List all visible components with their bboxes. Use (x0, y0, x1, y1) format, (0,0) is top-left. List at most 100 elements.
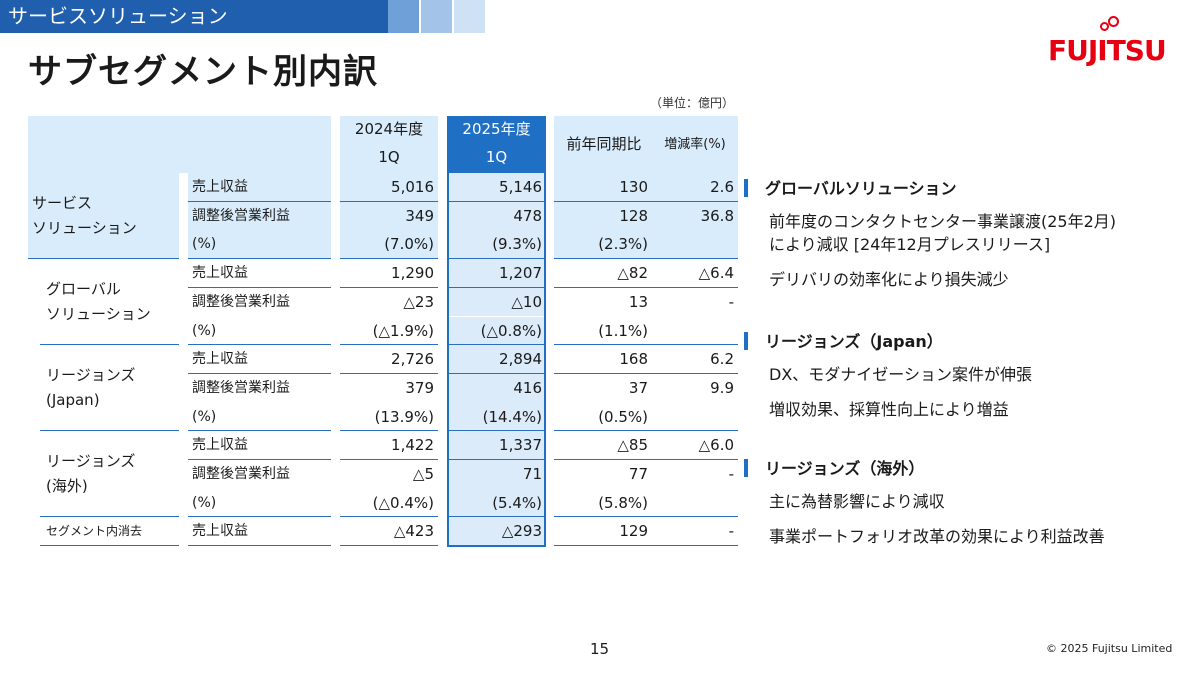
value-rate: - (652, 517, 738, 547)
value-2025: (14.4%) (447, 402, 546, 432)
group-label-cell: サービスソリューション (28, 173, 179, 260)
value-2024: 5,016 (340, 173, 438, 202)
value-2024: 379 (405, 378, 434, 397)
row-label: 売上収益 (188, 431, 331, 460)
header-2024-cell: 2024年度 1Q (340, 116, 438, 173)
value-rate: 36.8 (652, 201, 738, 231)
header-2024-line2: 1Q (378, 148, 400, 166)
group-name-line2: (海外) (46, 477, 88, 496)
note-heading-marker (744, 179, 748, 197)
header-2024-line1: 2024年度 (354, 120, 424, 138)
group-name-line2: ソリューション (32, 219, 137, 238)
note-heading: リージョンズ（Japan） (744, 328, 943, 352)
header-2025-line2: 1Q (485, 148, 508, 166)
value-yoy: (1.1%) (554, 317, 652, 346)
group-name-line1: サービス (32, 194, 93, 213)
header-2025-cell: 2025年度 1Q (447, 116, 546, 173)
header-rate: 増減率(%) (664, 137, 726, 152)
value-2024: △23 (403, 292, 434, 311)
fujitsu-logo: FUJITSU (1048, 16, 1167, 67)
value-rate: 2.6 (652, 173, 738, 202)
row-label: (%) (188, 403, 331, 432)
value-2025: 5,146 (447, 173, 546, 202)
value-yoy: 129 (554, 517, 652, 547)
note-heading: グローバルソリューション (744, 175, 957, 199)
row-label: (%) (188, 489, 331, 518)
group-name-line1: セグメント内消去 (46, 524, 143, 539)
row-label: (%) (188, 317, 331, 346)
value-2024: (7.0%) (340, 230, 438, 260)
value-2024: △5 (412, 465, 434, 483)
value-yoy: △82 (554, 259, 652, 288)
group-name-line2: (Japan) (46, 391, 100, 410)
value-rate (652, 317, 738, 346)
note-heading-marker (744, 332, 748, 350)
section-band: サービスソリューション (0, 0, 388, 33)
band-accent-1 (388, 0, 419, 33)
value-yoy: 168 (554, 345, 652, 374)
value-rate (652, 230, 738, 260)
row-label: 調整後営業利益 (188, 201, 331, 231)
value-2024: (13.9%) (340, 403, 438, 432)
value-rate: - (728, 292, 734, 311)
value-2025: 478 (447, 201, 546, 231)
value-yoy: 128 (554, 201, 652, 231)
value-2025: 1,207 (447, 259, 546, 288)
note-heading: リージョンズ（海外） (744, 455, 924, 479)
section-band-label: サービスソリューション (8, 4, 228, 28)
group-label-cell: グローバル ソリューション (40, 259, 179, 346)
note-heading-text: リージョンズ（Japan） (765, 332, 943, 351)
header-2025-line1: 2025年度 (462, 120, 531, 138)
value-2024: 2,726 (340, 345, 438, 374)
row-label: 売上収益 (188, 259, 331, 288)
value-rate (652, 403, 738, 432)
note-line: デリバリの効率化により損失減少 (769, 270, 1009, 289)
value-rate: △6.0 (652, 431, 738, 460)
value-yoy: 37 (628, 378, 648, 397)
value-2025: (△0.8%) (447, 316, 546, 346)
page-number: 15 (590, 640, 610, 658)
value-2025: 2,894 (447, 345, 546, 374)
row-label: 調整後営業利益 (192, 379, 290, 396)
value-2024: 1,290 (340, 259, 438, 288)
page-title: サブセグメント別内訳 (28, 52, 378, 92)
note-line: 主に為替影響により減収 (769, 492, 945, 511)
group-label-cell: リージョンズ (海外) (40, 431, 179, 518)
row-label: 売上収益 (188, 173, 331, 202)
value-yoy: (2.3%) (554, 230, 652, 260)
note-line: 事業ポートフォリオ改革の効果により利益改善 (769, 527, 1105, 546)
value-yoy: 77 (628, 465, 648, 483)
row-label: 売上収益 (188, 345, 331, 374)
group-name-line1: グローバル (46, 280, 121, 299)
value-yoy: (0.5%) (554, 403, 652, 432)
group-label-cell: リージョンズ (Japan) (40, 345, 179, 432)
header-blank-cell (28, 116, 331, 173)
value-yoy: (5.8%) (554, 489, 652, 518)
value-yoy: △85 (554, 431, 652, 460)
value-2025: △293 (447, 517, 546, 547)
value-2025: 1,337 (447, 431, 546, 460)
band-accent-3 (454, 0, 485, 33)
row-label: 調整後営業利益 (192, 466, 290, 482)
value-rate: △6.4 (652, 259, 738, 288)
value-2024: 349 (340, 201, 438, 231)
value-2025: (9.3%) (447, 230, 546, 260)
value-2025: (5.4%) (447, 488, 546, 518)
note-heading-marker (744, 459, 748, 477)
value-yoy: 130 (554, 173, 652, 202)
note-line: DX、モダナイゼーション案件が伸張 (769, 365, 1032, 384)
value-2024: 1,422 (340, 431, 438, 460)
row-label: 調整後営業利益 (192, 293, 290, 310)
value-rate: 6.2 (652, 345, 738, 374)
logo-infinity-mark (1100, 22, 1109, 31)
value-2025: 71 (447, 460, 546, 489)
header-yoy-cell: 前年同期比 増減率(%) (554, 116, 738, 173)
group-label-cell: セグメント内消去 (40, 517, 179, 547)
value-rate: 9.9 (710, 378, 734, 397)
note-line: 増収効果、採算性向上により増益 (769, 400, 1009, 419)
header-yoy: 前年同期比 (566, 135, 642, 153)
value-2024: (△0.4%) (340, 489, 438, 518)
note-line: 前年度のコンタクトセンター事業譲渡(25年2月) により減収 [24年12月プレ… (769, 212, 1117, 254)
value-2025: 416 (447, 373, 546, 403)
unit-label: （単位：億円） (650, 96, 735, 110)
